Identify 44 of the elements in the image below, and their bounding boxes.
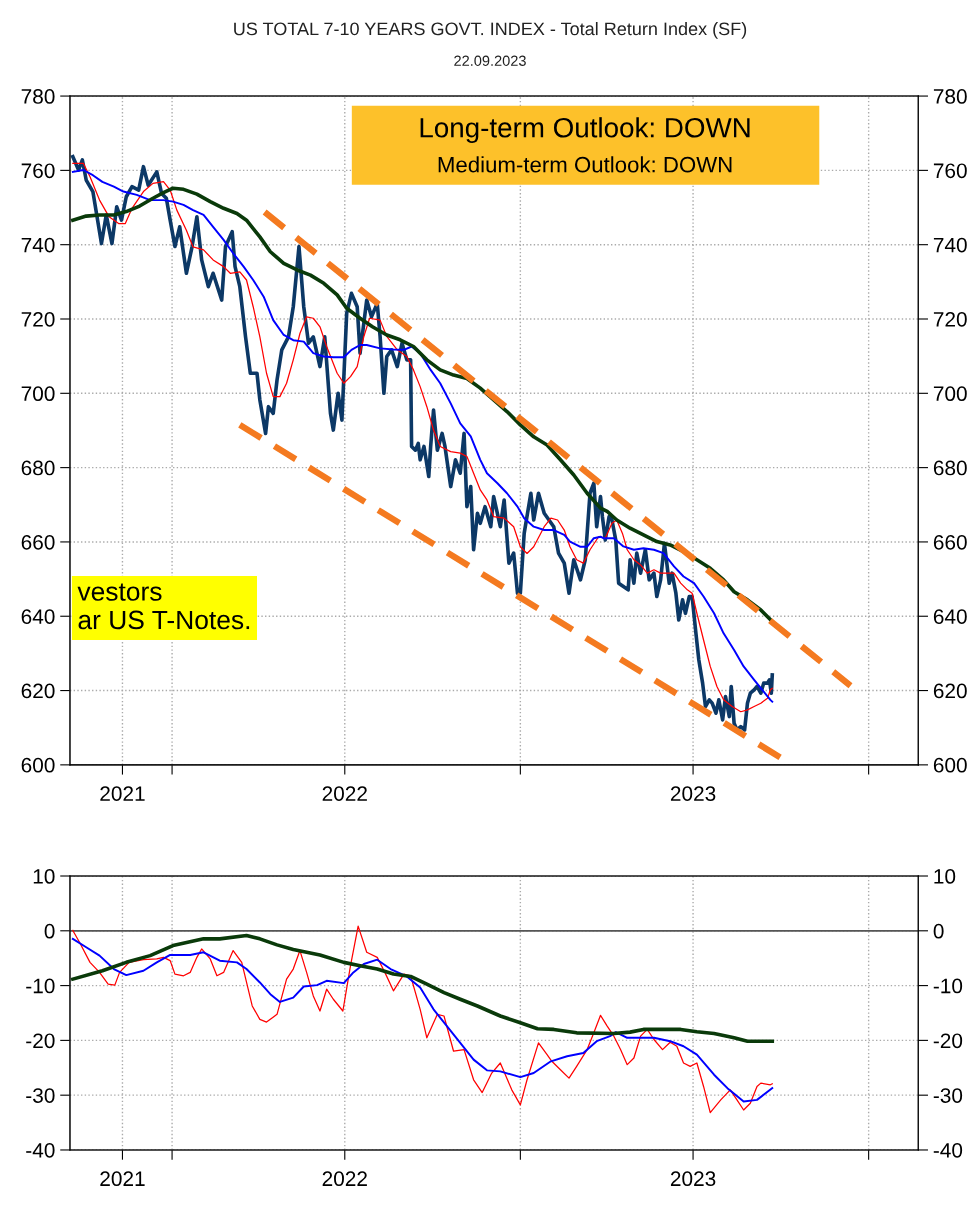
- y-tick-label: 780: [21, 89, 55, 104]
- y-tick-label: 640: [21, 609, 55, 624]
- y-tick-label: 10: [33, 869, 55, 884]
- y-tick-label: -40: [26, 1142, 55, 1158]
- annotation: Long-term Outlook: DOWN: [420, 117, 750, 144]
- y2-tick-label: 10: [934, 869, 956, 884]
- line-series: [71, 933, 775, 1044]
- x-tick-label: 2023: [670, 786, 716, 801]
- y2-tick-label: 640: [933, 609, 967, 624]
- y-tick-label: 700: [21, 386, 55, 402]
- y2-tick-label: 620: [933, 683, 967, 699]
- y-tick-label: 620: [21, 683, 55, 699]
- annotation: Medium-term Outlook: DOWN: [438, 156, 732, 173]
- y2-tick-label: 680: [933, 460, 967, 476]
- y-tick-label: -30: [26, 1088, 55, 1103]
- y-tick-label: 720: [21, 312, 55, 327]
- y-tick-label: 660: [21, 534, 55, 550]
- chart-subtitle: 22.09.2023: [454, 55, 526, 66]
- y-tick-label: 0: [44, 923, 55, 939]
- annotation: vestors ar US T-Notes.: [77, 583, 250, 630]
- y2-tick-label: -20: [933, 1033, 963, 1049]
- y2-tick-label: 0: [933, 923, 944, 939]
- y2-tick-label: 720: [933, 312, 967, 327]
- y-tick-label: 680: [21, 460, 55, 476]
- y-tick-label: -10: [26, 978, 55, 994]
- y-tick-label: 740: [21, 237, 55, 253]
- chart-title: US TOTAL 7-10 YEARS GOVT. INDEX - Total Return Index (SF): [234, 21, 747, 39]
- x-tick-label: 2021: [100, 786, 145, 801]
- x-tick-label: 2022: [322, 1171, 367, 1187]
- y2-tick-label: 600: [933, 757, 967, 773]
- y2-tick-label: 700: [933, 386, 967, 402]
- y2-tick-label: 760: [933, 163, 967, 179]
- x-tick-label: 2021: [100, 1171, 145, 1187]
- y2-tick-label: 740: [933, 237, 967, 253]
- y-tick-label: 760: [21, 163, 55, 179]
- x-tick-label: 2022: [322, 786, 367, 801]
- x-tick-label: 2023: [670, 1171, 716, 1187]
- y2-tick-label: -10: [933, 978, 963, 994]
- y2-tick-label: -40: [933, 1142, 963, 1158]
- y2-tick-label: 780: [933, 89, 967, 104]
- y-tick-label: 600: [21, 757, 55, 773]
- y2-tick-label: 660: [933, 534, 967, 550]
- y2-tick-label: -30: [933, 1088, 963, 1103]
- y-tick-label: -20: [26, 1033, 55, 1049]
